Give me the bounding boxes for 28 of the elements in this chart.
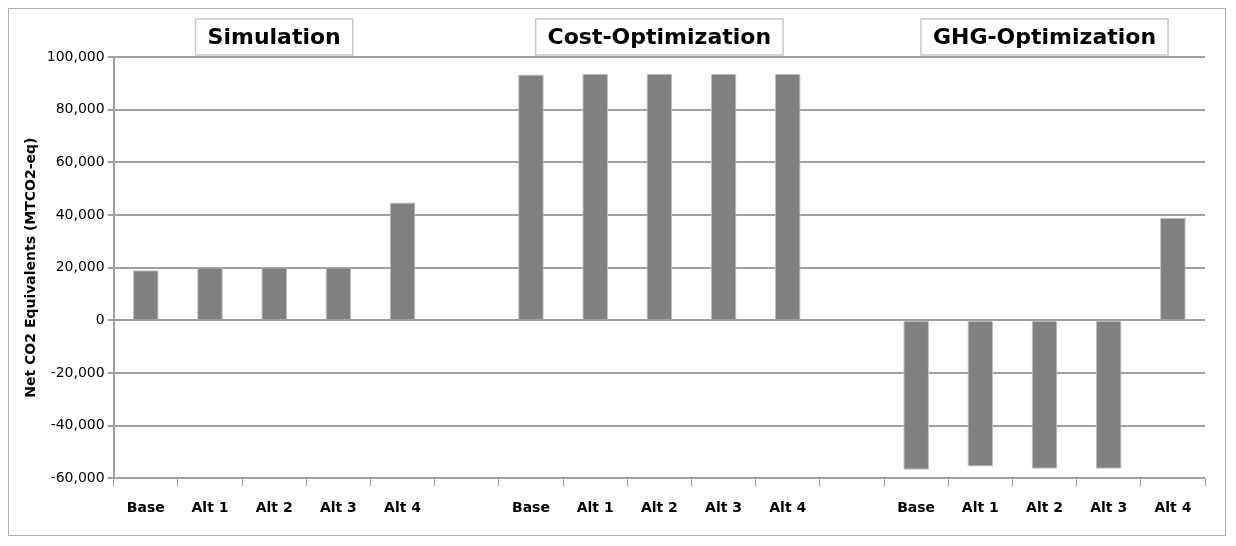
text: Cost-Optimization <box>547 23 772 49</box>
y-tick-label: 40,000 <box>55 205 105 222</box>
x-tick-label: Alt 2 <box>1026 499 1063 516</box>
x-tick-label: Alt 4 <box>384 499 422 516</box>
x-tick-label: Alt 2 <box>255 499 293 516</box>
y-axis-title: Net CO2 Equivalents (MTCO2-eq) <box>22 137 39 398</box>
y-tick-label: 20,000 <box>55 258 105 275</box>
x-tick-label: Alt 4 <box>769 499 807 516</box>
y-tick-label: 80,000 <box>55 100 105 117</box>
x-tick-label: Alt 1 <box>961 499 999 516</box>
text: GHG-Optimization <box>932 23 1157 49</box>
y-tick-label: -20,000 <box>50 363 105 380</box>
y-tick-label: 60,000 <box>55 152 105 169</box>
x-tick-label: Base <box>511 499 550 516</box>
x-tick-label: Alt 3 <box>1090 499 1128 516</box>
y-tick-label: -60,000 <box>50 468 105 485</box>
y-tick-label: 100,000 <box>46 47 105 64</box>
y-tick-label: -40,000 <box>50 416 105 433</box>
x-tick-label: Base <box>897 499 936 516</box>
x-tick-label: Alt 3 <box>705 499 743 516</box>
x-tick-label: Base <box>126 499 165 516</box>
x-tick-label: Alt 4 <box>1154 499 1192 516</box>
y-tick-label: 0 <box>95 310 105 327</box>
x-tick-label: Alt 2 <box>640 499 678 516</box>
text: Simulation <box>207 23 341 49</box>
x-tick-label: Alt 3 <box>319 499 357 516</box>
x-tick-label: Alt 1 <box>191 499 229 516</box>
x-tick-label: Alt 1 <box>576 499 614 516</box>
